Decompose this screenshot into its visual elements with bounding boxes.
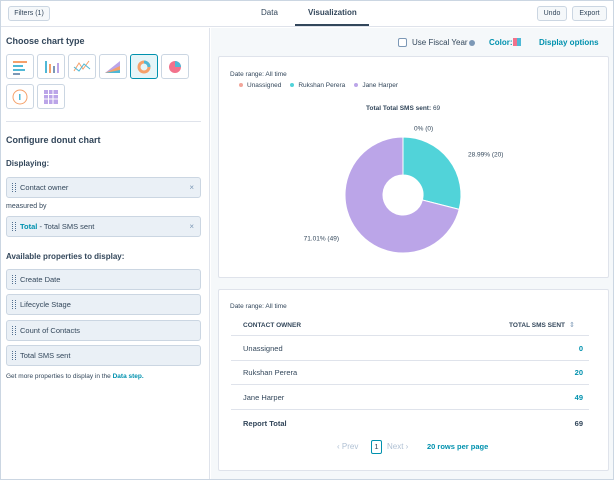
page-number[interactable]: 1: [371, 440, 382, 454]
measure: Total SMS sent: [43, 222, 95, 231]
legend-dot: [239, 83, 243, 88]
row-divider: [231, 360, 589, 361]
row-divider: [231, 409, 589, 410]
column-header[interactable]: CONTACT OWNER: [243, 322, 302, 329]
remove[interactable]: ×: [189, 222, 194, 231]
legend-dot: [354, 83, 359, 88]
chart-type-icon[interactable]: [37, 54, 65, 79]
text: Get more properties to display in the: [6, 373, 111, 380]
cell: Unassigned: [243, 344, 283, 353]
slice-label: 71.01% (49): [304, 236, 339, 243]
property[interactable]: Total SMS sent: [6, 345, 201, 366]
legend-label: Jane Harper: [362, 82, 399, 89]
column-header[interactable]: TOTAL SMS SENT: [509, 322, 565, 329]
cell: Jane Harper: [243, 393, 285, 402]
rows-per-page[interactable]: 20 rows per page: [427, 442, 489, 451]
color-swatch: [513, 38, 521, 46]
icon: [44, 90, 58, 104]
donut-slice[interactable]: [344, 136, 460, 254]
donut-slice[interactable]: [402, 136, 462, 210]
remove[interactable]: ×: [189, 183, 194, 192]
property[interactable]: Count of Contacts: [6, 320, 201, 341]
tab[interactable]: Data: [261, 8, 278, 17]
color-menu[interactable]: Color:: [489, 38, 513, 47]
tab-active[interactable]: Visualization: [308, 8, 357, 17]
slice-label: 28.99% (20): [468, 152, 503, 159]
chart-type-icon[interactable]: [6, 54, 34, 79]
slice-label: 0% (0): [414, 126, 433, 133]
legend-label: Rukshan Perera: [298, 82, 346, 89]
undo-button[interactable]: Undo: [537, 6, 567, 21]
icon: [137, 60, 151, 74]
icon: [12, 89, 28, 105]
date-range: Date range: All time: [230, 303, 287, 310]
icon: [45, 61, 59, 73]
legend-item[interactable]: Unassigned: [239, 82, 281, 89]
row-divider: [231, 384, 589, 385]
export-button[interactable]: Export: [572, 6, 607, 21]
measure-prefix: Total: [20, 222, 38, 231]
fiscal-year-label: Use Fiscal Year: [412, 38, 468, 47]
display-options[interactable]: Display options: [539, 38, 599, 47]
label: Available properties to display:: [6, 252, 125, 261]
cell: Report Total: [243, 419, 287, 428]
icon: [73, 60, 91, 72]
chart-type-icon[interactable]: [6, 84, 34, 109]
measure-box[interactable]: Total - Total SMS sent ×: [6, 216, 201, 237]
icon: [105, 61, 120, 73]
legend-item[interactable]: Rukshan Perera: [290, 82, 345, 89]
icon: [13, 61, 27, 75]
next[interactable]: Next ›: [387, 442, 409, 451]
property[interactable]: Lifecycle Stage: [6, 294, 201, 315]
property[interactable]: Create Date: [6, 269, 201, 290]
link[interactable]: Data step.: [112, 373, 144, 380]
cell[interactable]: 20: [574, 368, 583, 377]
title: Total Total SMS sent:: [366, 105, 432, 112]
sidebar: [1, 28, 210, 479]
prev-label: Prev: [341, 442, 359, 451]
help-text: Get more properties to display in the Da…: [6, 373, 144, 380]
top-bar: [1, 1, 613, 27]
heading: Configure donut chart: [6, 135, 101, 145]
legend: Unassigned Rukshan Perera Jane Harper: [239, 82, 407, 89]
dimension-box[interactable]: Contact owner ×: [6, 177, 201, 198]
dimension: Contact owner: [20, 183, 69, 192]
prev[interactable]: ‹ Prev: [337, 442, 359, 451]
info-icon: [469, 40, 475, 46]
divider: [6, 121, 201, 122]
chart-type-icon[interactable]: [99, 54, 127, 79]
chart-type-icon[interactable]: [161, 54, 189, 79]
label: measured by: [6, 203, 47, 210]
icon: [169, 61, 181, 73]
sort-icon[interactable]: ⇕: [569, 322, 575, 329]
chart-type-icon[interactable]: [37, 84, 65, 109]
cell: Rukshan Perera: [243, 368, 298, 377]
next-label: Next: [387, 442, 404, 451]
separator: -: [39, 222, 42, 231]
tab-underline: [295, 24, 369, 26]
row-divider: [231, 335, 589, 336]
chart-type-icon-selected[interactable]: [130, 54, 158, 79]
label: Displaying:: [6, 159, 50, 168]
cell[interactable]: 49: [574, 393, 583, 402]
heading: Choose chart type: [6, 36, 85, 46]
total: 69: [432, 105, 441, 112]
date-range: Date range: All time: [230, 71, 287, 78]
legend-item[interactable]: Jane Harper: [354, 82, 398, 89]
chart-title: Total Total SMS sent: 69: [366, 105, 440, 112]
donut-chart: 0% (0) 28.99% (20) 71.01% (49): [304, 126, 503, 254]
cell[interactable]: 0: [578, 344, 583, 353]
table-card: [218, 289, 609, 471]
chart-type-icon[interactable]: [68, 54, 96, 79]
cell: 69: [574, 419, 583, 428]
filters-button[interactable]: Filters (1): [8, 6, 50, 21]
checkbox[interactable]: [398, 38, 407, 47]
legend-label: Unassigned: [247, 82, 282, 89]
legend-dot: [290, 83, 295, 88]
